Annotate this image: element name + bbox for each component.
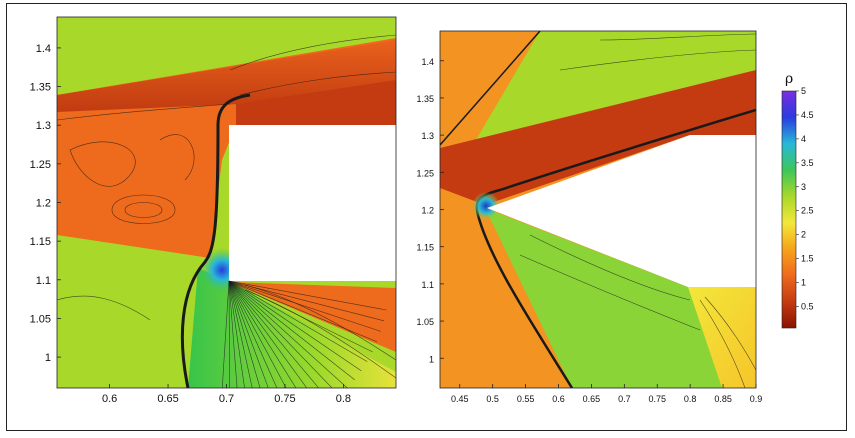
left-fan-ray xyxy=(228,280,297,388)
left-xtick-label: 0.8 xyxy=(336,393,351,405)
right-xtick-label: 0.7 xyxy=(618,394,631,404)
left-ytick-label: 1.1 xyxy=(36,275,51,287)
left-ytick-label: 1.2 xyxy=(36,198,51,210)
left-fan-ray xyxy=(228,280,378,343)
right-contours xyxy=(519,33,756,388)
colorbar-ticks: 0.5 1 1.5 2 2.5 3 3.5 4 4.5 5 xyxy=(796,86,814,311)
left-fan-ray xyxy=(228,280,269,388)
right-dense-band xyxy=(440,70,756,205)
colorbar-tick-label: 3.5 xyxy=(801,158,814,168)
right-xtick-label: 0.75 xyxy=(648,394,666,404)
left-fan-ray xyxy=(228,280,387,311)
colorbar-tick-label: 5 xyxy=(801,86,806,96)
right-xtick-label: 0.5 xyxy=(486,394,499,404)
right-ytick-label: 1.25 xyxy=(416,168,434,178)
right-plot xyxy=(440,31,756,388)
left-ytick-label: 1.4 xyxy=(36,43,51,55)
left-xtick-label: 0.6 xyxy=(102,393,117,405)
right-xtick-label: 0.55 xyxy=(517,394,535,404)
left-bow-shock xyxy=(180,93,251,388)
left-xtick-label: 0.75 xyxy=(274,393,295,405)
colorbar-tick-label: 4 xyxy=(801,134,806,144)
left-fan-ray xyxy=(228,280,308,388)
left-obstacle xyxy=(229,125,396,281)
left-ytick-label: 1.05 xyxy=(30,313,51,325)
right-freestream xyxy=(470,31,756,150)
left-ytick-label: 1.25 xyxy=(30,159,51,171)
right-xtick-label: 0.85 xyxy=(714,394,732,404)
right-xtick-label: 0.6 xyxy=(552,394,565,404)
left-fan-ray xyxy=(228,280,287,388)
right-obstacle xyxy=(487,135,756,287)
left-fan-ray xyxy=(228,280,362,372)
colorbar-tick-label: 4.5 xyxy=(801,110,814,120)
left-ytick-label: 1.15 xyxy=(30,236,51,248)
colorbar-tick-label: 2.5 xyxy=(801,206,814,216)
right-xtick-label: 0.65 xyxy=(583,394,601,404)
left-fan-ray xyxy=(228,280,238,388)
left-fan-ray xyxy=(228,280,320,388)
left-fan-ray xyxy=(228,280,230,388)
left-fan-ray xyxy=(228,280,245,388)
left-fan-ray xyxy=(228,280,261,388)
left-fan-ray xyxy=(228,280,368,362)
left-fan-ray xyxy=(221,280,230,388)
right-ytick-label: 1.4 xyxy=(421,57,434,67)
right-expansion-fan xyxy=(688,287,756,388)
left-axes: 0.6 0.65 0.7 0.75 0.8 1 1.05 1.1 1.15 1.2 1.25 1.3 1… xyxy=(30,43,351,405)
right-ytick-label: 1.1 xyxy=(421,280,434,290)
left-plot xyxy=(57,17,396,388)
right-ytick-label: 1 xyxy=(429,354,434,364)
right-xtick-label: 0.45 xyxy=(451,394,469,404)
right-stagnation-point xyxy=(472,192,500,220)
right-ytick-label: 1.3 xyxy=(421,131,434,141)
right-xtick-label: 0.9 xyxy=(750,394,763,404)
left-fan-ray xyxy=(228,280,253,388)
left-fan-ray xyxy=(228,280,385,322)
colorbar-bar xyxy=(781,90,797,329)
left-fan-rays xyxy=(221,280,387,388)
right-ytick-label: 1.15 xyxy=(416,243,434,253)
colorbar: ρ 0.5 1 1.5 2 2.5 3 3.5 4 4.5 5 xyxy=(781,71,814,329)
right-ytick-label: 1.35 xyxy=(416,94,434,104)
left-fan-ray xyxy=(228,280,355,381)
left-fan-ray xyxy=(228,280,381,332)
left-contours xyxy=(57,34,396,379)
left-xtick-label: 0.65 xyxy=(157,393,178,405)
colorbar-tick-label: 2 xyxy=(801,230,806,240)
left-fan-ray xyxy=(228,280,348,388)
left-fan-ray xyxy=(228,280,333,388)
right-ytick-label: 1.2 xyxy=(421,206,434,216)
right-xtick-label: 0.8 xyxy=(684,394,697,404)
left-dense-core xyxy=(236,80,396,125)
left-lower-shock-layer xyxy=(230,282,396,352)
right-upper-shock xyxy=(440,31,541,146)
colorbar-tick-label: 0.5 xyxy=(801,301,814,311)
left-fan-ray xyxy=(228,280,278,388)
left-ytick-label: 1.35 xyxy=(30,82,51,94)
left-xtick-label: 0.7 xyxy=(219,393,234,405)
colorbar-tick-label: 3 xyxy=(801,182,806,192)
colorbar-tick-label: 1 xyxy=(801,278,806,288)
left-ytick-label: 1 xyxy=(45,352,51,364)
left-ytick-label: 1.3 xyxy=(36,120,51,132)
right-ytick-label: 1.05 xyxy=(416,317,434,327)
colorbar-tick-label: 1.5 xyxy=(801,254,814,264)
left-fan-ray xyxy=(228,280,373,353)
right-axes: 0.45 0.5 0.55 0.6 0.65 0.7 0.75 0.8 0.85 0.9 1 1.05… xyxy=(416,57,762,404)
colorbar-title: ρ xyxy=(785,71,793,87)
